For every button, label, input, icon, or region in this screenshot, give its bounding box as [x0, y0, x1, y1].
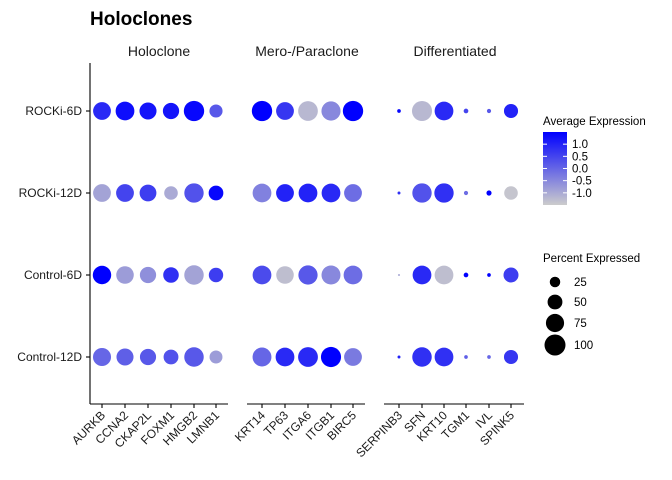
y-axis: ROCKi-6D ROCKi-12D Control-6D Control-12D [17, 63, 91, 404]
dot [397, 191, 401, 195]
dot [276, 184, 294, 202]
dot [486, 190, 492, 196]
dot [434, 101, 454, 121]
dot [139, 102, 157, 120]
color-legend-label: 0.5 [572, 151, 588, 163]
chart-title: Holoclones [90, 9, 192, 30]
dot [343, 265, 363, 285]
dot [397, 273, 401, 277]
dot [486, 108, 492, 114]
dot [116, 348, 134, 366]
dot [208, 267, 224, 283]
dot [162, 102, 180, 120]
facet-label: Differentiated [413, 43, 496, 59]
dot [434, 265, 454, 285]
dot [504, 186, 518, 200]
size-legend-label: 100 [574, 340, 593, 352]
color-legend-label: 0.0 [572, 164, 588, 176]
facet-labels: Holoclone Mero-/Paraclone Differentiated [128, 43, 497, 59]
dot [92, 265, 112, 285]
dot [209, 350, 223, 364]
dot [93, 102, 111, 120]
dot [320, 346, 342, 368]
dot [184, 347, 204, 367]
dot [139, 184, 157, 202]
dot [397, 355, 401, 359]
color-legend-title: Average Expression [543, 116, 646, 128]
size-legend-label: 75 [574, 318, 587, 330]
dot [321, 101, 341, 121]
dot [275, 347, 295, 367]
dot [209, 104, 223, 118]
size-legend-dot [547, 294, 563, 310]
dot [463, 272, 469, 278]
dot [252, 265, 272, 285]
dot [397, 109, 401, 113]
dot [92, 347, 112, 367]
dot [503, 103, 519, 119]
dot [463, 108, 469, 114]
dot [208, 185, 224, 201]
dot [298, 183, 318, 203]
dot [115, 101, 135, 121]
dot [184, 265, 204, 285]
dot [503, 349, 519, 365]
dot [412, 183, 432, 203]
dot [487, 273, 491, 277]
dot [344, 348, 362, 366]
dot [139, 266, 157, 284]
color-legend-label: -1.0 [572, 188, 592, 200]
size-legend-label: 25 [574, 277, 587, 289]
size-legend-dot [544, 334, 566, 356]
size-legend-label: 50 [574, 297, 587, 309]
dot [116, 184, 134, 202]
dot [276, 266, 294, 284]
dot [183, 100, 205, 122]
dot [298, 265, 318, 285]
dot [298, 101, 318, 121]
color-legend: Average Expression 1.00.50.0-0.5-1.0 [543, 116, 646, 205]
dot [503, 267, 519, 283]
size-legend-dot [545, 313, 565, 333]
x-tick-label: SERPINB3 [353, 408, 405, 460]
dot [412, 265, 432, 285]
dot [321, 183, 341, 203]
y-tick-label: Control-12D [17, 350, 82, 364]
dot [163, 349, 179, 365]
dot [139, 348, 157, 366]
dot [164, 186, 178, 200]
dot [464, 355, 468, 359]
size-legend-dot [549, 276, 561, 288]
dot [298, 347, 318, 367]
dot [276, 102, 294, 120]
dot [411, 100, 433, 122]
y-tick-label: ROCKi-12D [19, 186, 83, 200]
color-legend-label: -0.5 [572, 176, 592, 188]
y-tick-label: Control-6D [24, 268, 82, 282]
dot [463, 190, 469, 196]
dot [93, 184, 111, 202]
dot [116, 266, 134, 284]
dot [163, 267, 179, 283]
dots [92, 100, 519, 368]
dot [252, 347, 272, 367]
dot [344, 184, 362, 202]
dot [184, 183, 204, 203]
dot [487, 355, 491, 359]
dot [321, 265, 341, 285]
dot [342, 100, 364, 122]
y-tick-label: ROCKi-6D [25, 104, 82, 118]
dot [434, 347, 454, 367]
facet-label: Holoclone [128, 43, 190, 59]
dot [251, 100, 273, 122]
color-legend-label: 1.0 [572, 139, 588, 151]
dot [252, 183, 272, 203]
dot [412, 347, 432, 367]
size-legend-title: Percent Expressed [543, 253, 640, 265]
dot [434, 183, 454, 203]
size-legend: Percent Expressed 25 50 75 100 [543, 253, 640, 356]
facet-label: Mero-/Paraclone [255, 43, 359, 59]
